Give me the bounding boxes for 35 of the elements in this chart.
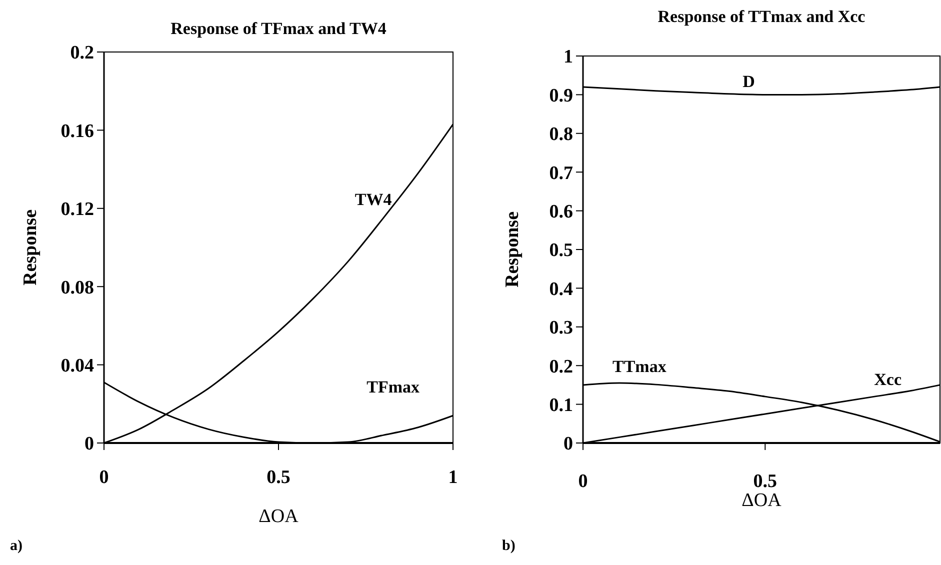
y-tick-label: 0.12 bbox=[60, 199, 94, 220]
x-tick-label: 1 bbox=[448, 467, 458, 488]
y-tick-label: 0.8 bbox=[549, 124, 573, 146]
y-tick-label: 0.08 bbox=[60, 277, 94, 298]
text: b) bbox=[502, 538, 516, 554]
y-axis-title: Response bbox=[502, 211, 523, 288]
x-tick-label: 0 bbox=[99, 467, 109, 488]
y-tick-label: 0.4 bbox=[549, 278, 574, 300]
y-tick-label: 0.16 bbox=[60, 120, 94, 142]
series-label: D bbox=[742, 72, 755, 91]
y-tick-label: 1 bbox=[564, 46, 573, 68]
x-tick-label: 0 bbox=[578, 471, 588, 492]
y-tick-label: 0.9 bbox=[549, 85, 573, 106]
x-axis-title: ΔOA bbox=[742, 490, 782, 511]
chart-title: Response of TTmax and Xcc bbox=[658, 7, 866, 26]
y-tick-label: 0.6 bbox=[549, 201, 573, 222]
x-tick-label: 0.5 bbox=[753, 471, 778, 492]
series-label: TFmax bbox=[366, 377, 420, 396]
y-tick-label: 0 bbox=[84, 434, 94, 455]
y-tick-label: 0.3 bbox=[549, 318, 573, 339]
series-label: Xcc bbox=[874, 370, 902, 389]
y-axis-title: Response bbox=[20, 209, 41, 286]
chart-title: Response of TFmax and TW4 bbox=[170, 19, 387, 38]
y-tick-label: 0.7 bbox=[549, 162, 574, 184]
series-label: TTmax bbox=[612, 357, 667, 376]
series-label: TW4 bbox=[354, 190, 392, 210]
text: a) bbox=[10, 538, 22, 554]
y-tick-label: 0.04 bbox=[60, 355, 94, 376]
y-tick-label: 0 bbox=[564, 434, 573, 455]
y-tick-label: 0.2 bbox=[70, 42, 94, 64]
x-axis-title: ΔOA bbox=[258, 506, 299, 527]
y-tick-label: 0.5 bbox=[549, 240, 573, 262]
x-tick-label: 0.5 bbox=[266, 467, 290, 488]
y-tick-label: 0.1 bbox=[549, 394, 573, 416]
y-tick-label: 0.2 bbox=[549, 356, 573, 378]
